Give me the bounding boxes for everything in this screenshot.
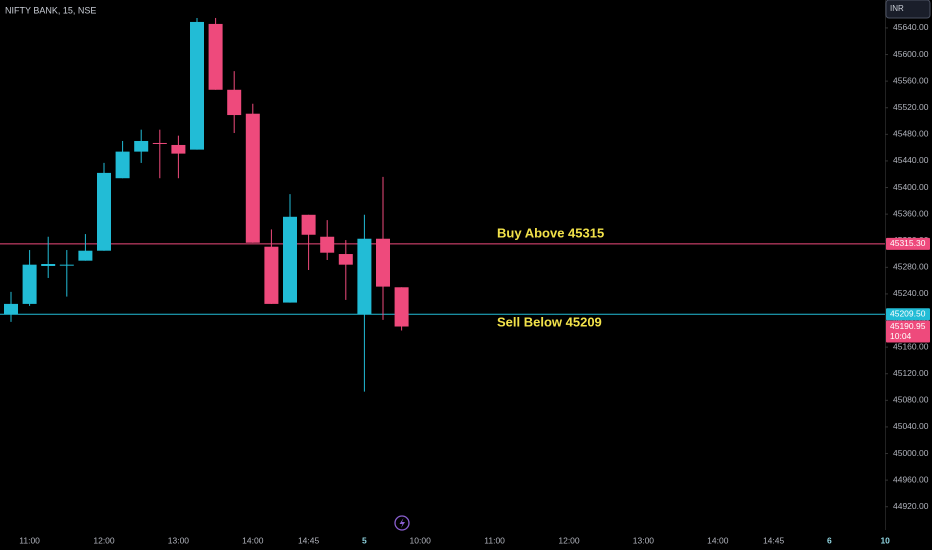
x-tick-label: 14:00 — [242, 535, 264, 545]
y-tick-label: 45480.00 — [893, 129, 929, 139]
candle-body — [338, 254, 353, 265]
y-tick-label: 45440.00 — [893, 155, 929, 165]
x-tick-label: 11:00 — [484, 535, 505, 545]
y-tick-label: 45280.00 — [893, 262, 929, 272]
candle-body — [357, 238, 372, 315]
y-tick-label: 45400.00 — [893, 182, 929, 192]
candle-body — [115, 151, 130, 179]
x-tick-label: 10 — [880, 535, 890, 545]
candle-body — [208, 23, 223, 90]
current-price-tag — [886, 320, 930, 343]
candle-body — [376, 238, 390, 287]
x-tick-label: 14:00 — [707, 535, 729, 545]
y-tick-label: 44920.00 — [893, 501, 929, 511]
y-tick-label: 45600.00 — [893, 49, 929, 59]
level-price-label: 45209.50 — [890, 308, 926, 318]
candle-body — [22, 264, 37, 304]
candle-body — [59, 264, 74, 266]
candle-body — [134, 140, 149, 152]
candle-body — [320, 236, 335, 253]
level-annotation: Buy Above 45315 — [497, 225, 604, 240]
events-icon[interactable] — [394, 515, 410, 531]
x-tick-label: 5 — [362, 535, 367, 545]
currency[interactable]: INR — [890, 4, 904, 13]
x-tick-label: 14:45 — [763, 535, 785, 545]
x-tick-label: 6 — [827, 535, 832, 545]
x-tick-label: 14:45 — [298, 535, 320, 545]
candle-body — [78, 250, 93, 261]
y-tick-label: 45160.00 — [893, 341, 929, 351]
level-price-tag — [886, 237, 930, 250]
candle-body — [190, 21, 204, 150]
candle-body — [301, 214, 316, 235]
candle-body — [245, 113, 260, 243]
y-tick-label: 44960.00 — [893, 474, 929, 484]
currency-box[interactable] — [885, 0, 931, 19]
y-tick-label: 45000.00 — [893, 448, 929, 458]
y-tick-label: 45640.00 — [893, 22, 929, 32]
y-tick-label: 45560.00 — [893, 75, 929, 85]
x-tick-label: 10:00 — [410, 535, 432, 545]
level-price-label: 45315.30 — [890, 238, 926, 248]
events-icon-bolt — [399, 518, 405, 528]
candle-body — [394, 287, 409, 327]
candle-body — [97, 172, 111, 251]
level-price-tag — [886, 308, 930, 321]
x-tick-label: 13:00 — [633, 535, 655, 545]
y-tick-label: 45120.00 — [893, 368, 929, 378]
candle-body — [264, 246, 279, 304]
current-price-label: 45190.95 — [890, 321, 926, 331]
candle-body — [41, 264, 56, 266]
candle-body — [4, 303, 18, 315]
y-tick-label: 45360.00 — [893, 208, 929, 218]
y-tick-label: 45040.00 — [893, 421, 929, 431]
candle-body — [283, 216, 297, 303]
y-tick-label: 45520.00 — [893, 102, 929, 112]
y-tick-label: 45240.00 — [893, 288, 929, 298]
symbol-title: NIFTY BANK, 15, NSE — [5, 5, 96, 15]
x-tick-label: 13:00 — [168, 535, 190, 545]
candle-body — [152, 142, 167, 144]
level-annotation: Sell Below 45209 — [497, 315, 602, 330]
countdown: 10:04 — [890, 331, 912, 341]
y-tick-label: 45080.00 — [893, 395, 929, 405]
x-tick-label: 12:00 — [93, 535, 115, 545]
candle-body — [171, 144, 186, 154]
x-tick-label: 11:00 — [19, 535, 40, 545]
x-tick-label: 12:00 — [558, 535, 580, 545]
candle-body — [227, 89, 242, 116]
